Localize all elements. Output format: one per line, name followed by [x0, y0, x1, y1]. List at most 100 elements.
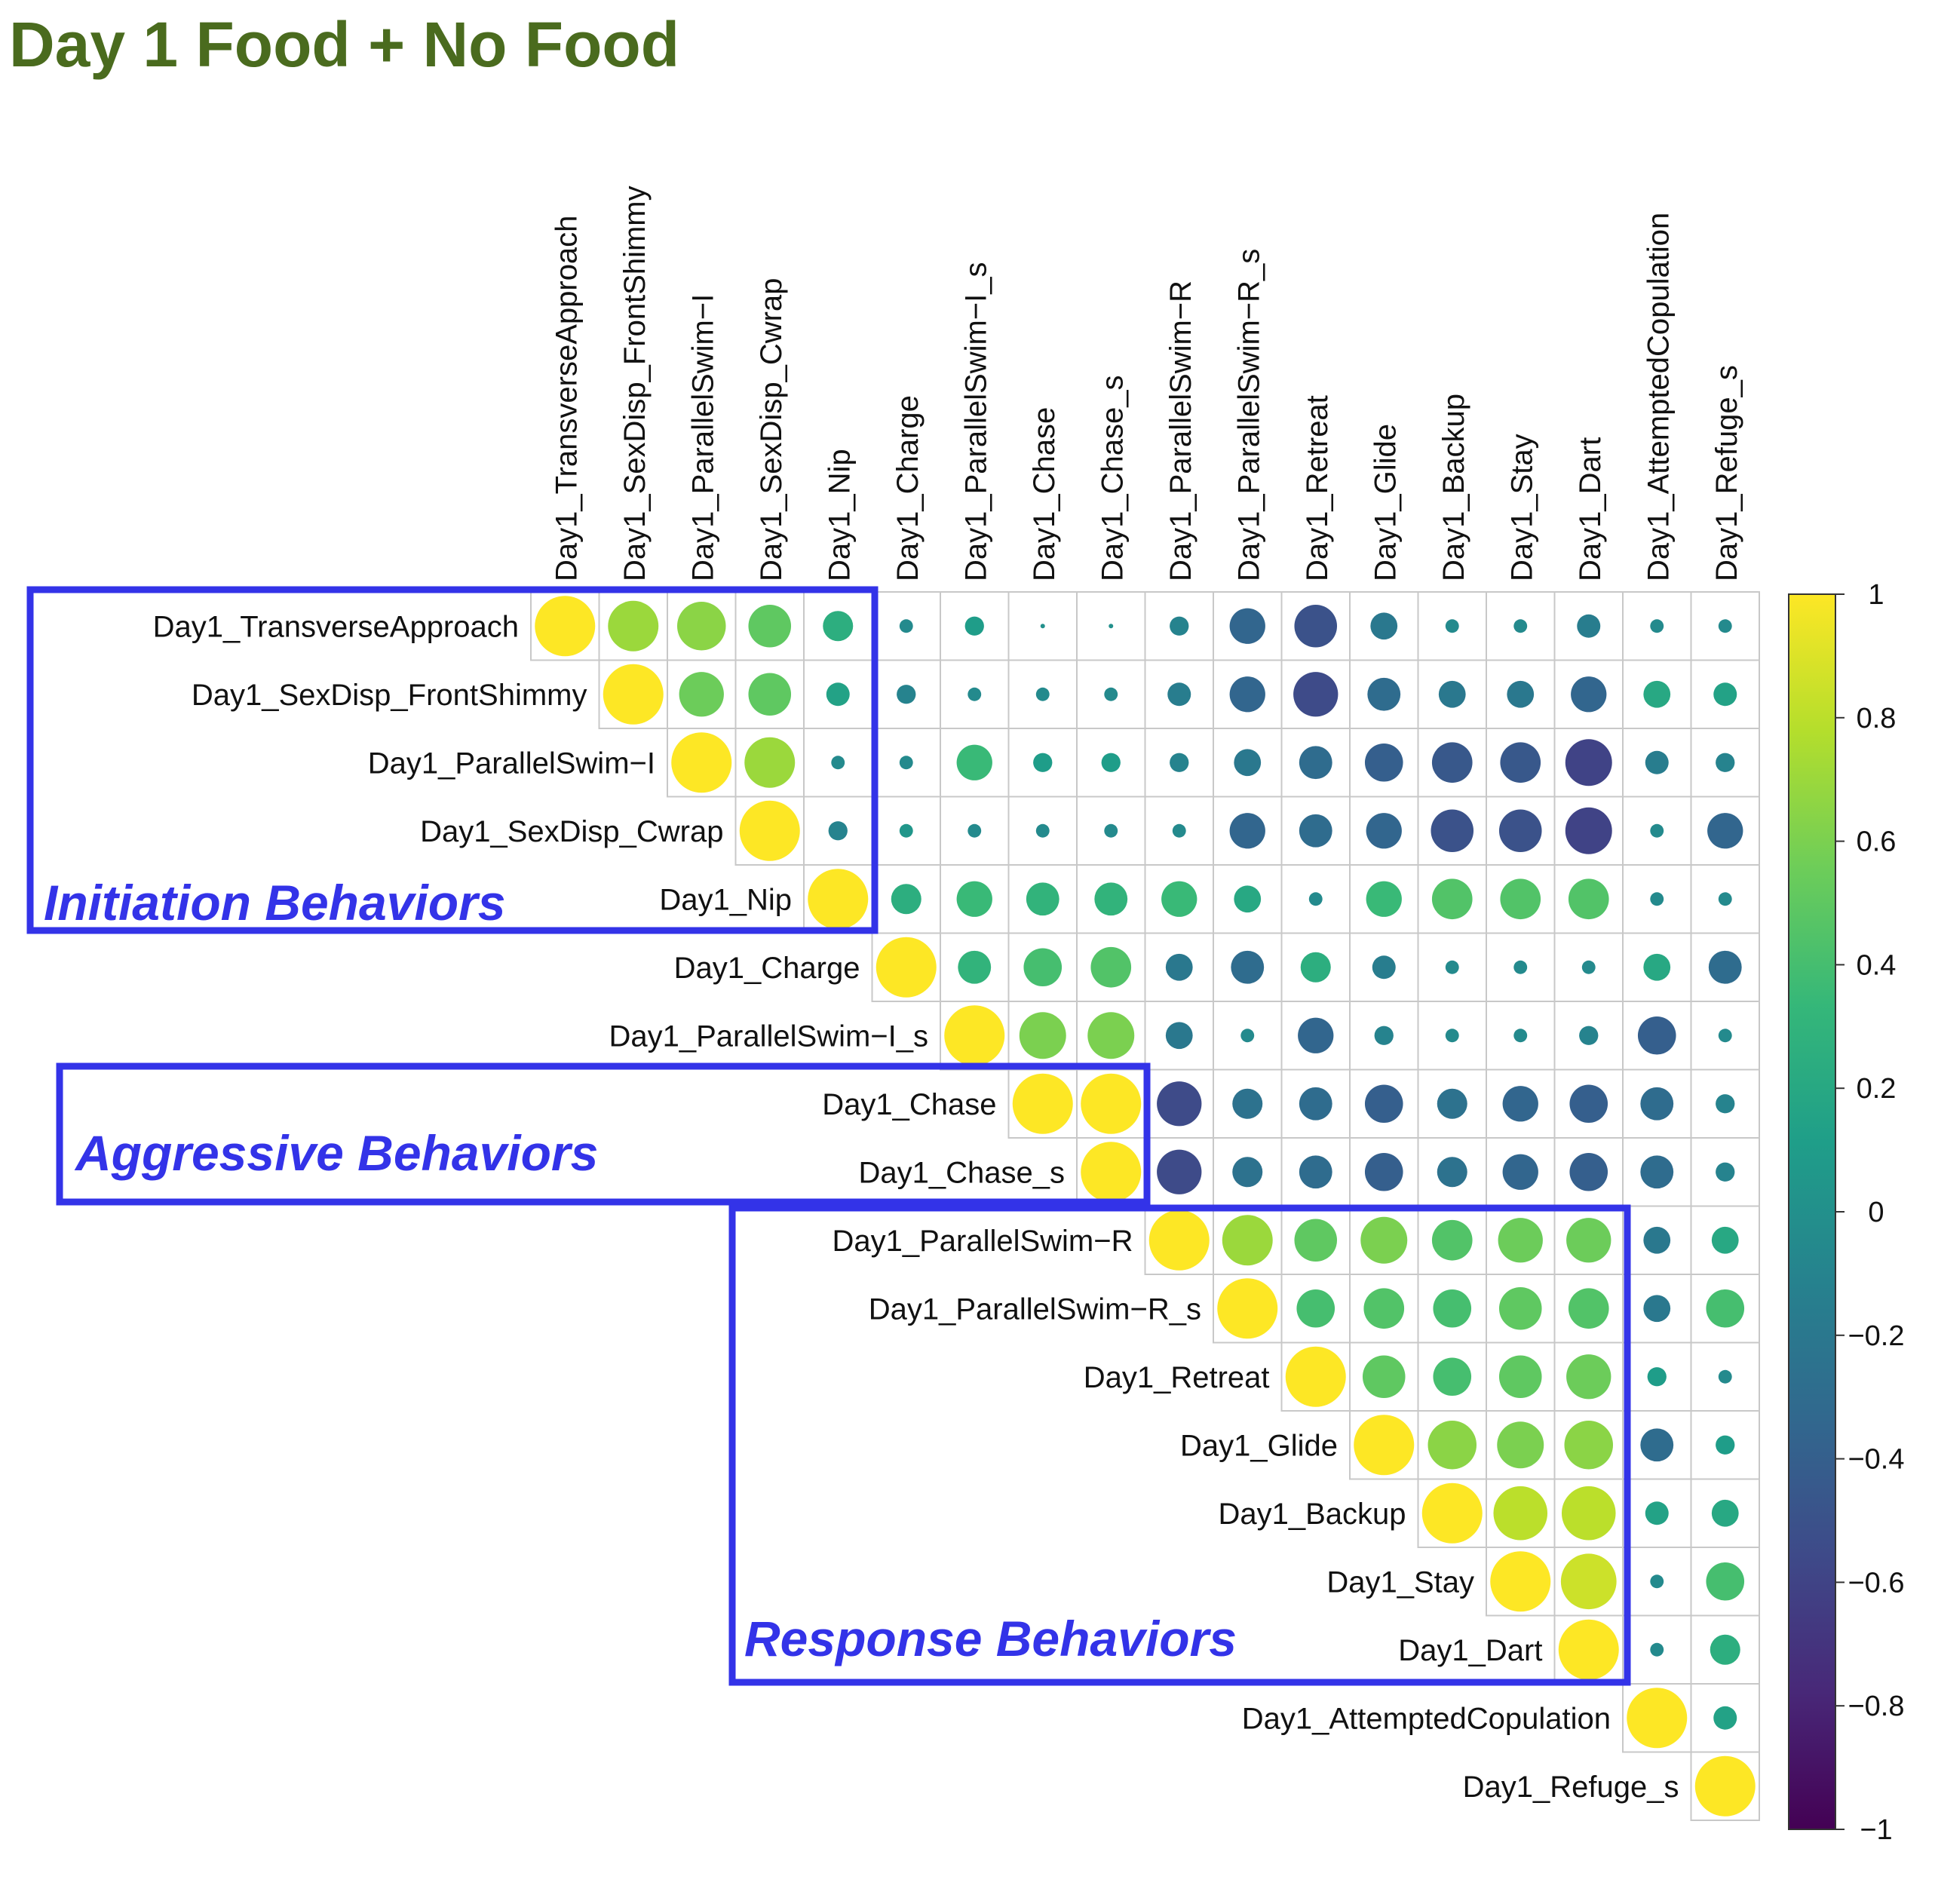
- circle-r6-c16: [1637, 1016, 1676, 1055]
- col-label-day1-parallelswim-i: Day1_ParallelSwim−I: [686, 294, 719, 581]
- circle-r4-c10: [1234, 885, 1262, 913]
- circle-r11-c15: [1566, 1354, 1611, 1400]
- circle-r14-c16: [1650, 1574, 1664, 1589]
- colorbar-tick-label: −0.6: [1848, 1567, 1904, 1599]
- cell-r0-c13: [1417, 591, 1487, 661]
- circle-r9-c15: [1566, 1218, 1611, 1263]
- circle-r2-c2: [671, 732, 732, 793]
- circle-r1-c3: [748, 673, 792, 716]
- row-label-day1-sexdisp-cwrap: Day1_SexDisp_Cwrap: [420, 815, 723, 848]
- circle-r0-c7: [1040, 624, 1045, 629]
- row-label-day1-glide: Day1_Glide: [1180, 1429, 1338, 1462]
- row-label-day1-dart: Day1_Dart: [1398, 1634, 1542, 1667]
- circle-r0-c1: [608, 600, 659, 652]
- circle-r0-c5: [899, 619, 913, 633]
- circle-r8-c12: [1364, 1152, 1403, 1191]
- row-label-day1-parallelswim-r: Day1_ParallelSwim−R: [832, 1225, 1133, 1258]
- circle-r5-c11: [1300, 952, 1331, 983]
- circle-r4-c7: [1026, 882, 1059, 916]
- circle-r4-c8: [1094, 882, 1128, 916]
- circle-r1-c13: [1438, 680, 1466, 708]
- circle-r9-c14: [1498, 1218, 1543, 1263]
- col-label-day1-stay: Day1_Stay: [1505, 434, 1538, 581]
- col-label-day1-parallelswim-r: Day1_ParallelSwim−R: [1164, 281, 1197, 581]
- circle-r7-c17: [1716, 1094, 1735, 1114]
- circle-r8-c9: [1157, 1149, 1202, 1194]
- circle-r6-c15: [1579, 1026, 1599, 1045]
- circle-r5-c17: [1708, 950, 1742, 984]
- circle-r2-c3: [744, 737, 796, 788]
- circle-r5-c6: [958, 950, 992, 984]
- circle-r11-c14: [1498, 1355, 1542, 1399]
- circle-r3-c3: [739, 800, 800, 861]
- circle-r9-c16: [1643, 1226, 1671, 1254]
- circle-r1-c6: [968, 687, 982, 701]
- circle-r9-c11: [1294, 1219, 1338, 1262]
- row-label-day1-retreat: Day1_Retreat: [1084, 1361, 1270, 1394]
- colorbar-tick-label: 0.8: [1857, 703, 1897, 734]
- colorbar-tick-label: −0.2: [1848, 1320, 1904, 1352]
- circle-r5-c15: [1581, 960, 1596, 974]
- circle-r7-c8: [1081, 1073, 1142, 1134]
- circle-r0-c10: [1229, 608, 1265, 644]
- row-label-day1-transverseapproach: Day1_TransverseApproach: [153, 610, 519, 643]
- circle-r6-c14: [1513, 1029, 1528, 1043]
- circle-r4-c4: [808, 869, 869, 930]
- circle-r3-c12: [1366, 813, 1402, 849]
- group-box-response-behaviors: [728, 1204, 1631, 1686]
- circle-r3-c8: [1104, 823, 1118, 838]
- circle-r2-c16: [1645, 750, 1669, 774]
- circle-r10-c13: [1433, 1289, 1472, 1328]
- circle-r0-c4: [823, 611, 854, 642]
- circle-r2-c6: [956, 744, 992, 780]
- circle-r3-c15: [1565, 807, 1612, 854]
- circle-r11-c17: [1718, 1369, 1732, 1384]
- circle-r1-c11: [1293, 672, 1339, 717]
- circle-r1-c5: [897, 685, 916, 704]
- circle-r0-c14: [1513, 619, 1528, 633]
- circle-r12-c13: [1427, 1421, 1477, 1470]
- row-label-day1-chase: Day1_Chase: [822, 1088, 996, 1121]
- circle-r1-c16: [1643, 680, 1671, 708]
- circle-r8-c15: [1569, 1152, 1608, 1191]
- row-label-day1-attemptedcopulation: Day1_AttemptedCopulation: [1242, 1702, 1611, 1735]
- circle-r5-c13: [1445, 960, 1459, 974]
- circle-r2-c10: [1234, 749, 1262, 777]
- circle-r4-c11: [1308, 892, 1323, 906]
- circle-r1-c14: [1507, 680, 1535, 708]
- col-label-day1-nip: Day1_Nip: [823, 449, 856, 581]
- circle-r0-c0: [535, 596, 596, 657]
- circle-r11-c11: [1285, 1346, 1346, 1407]
- circle-r9-c17: [1711, 1226, 1739, 1254]
- circle-r3-c9: [1172, 823, 1186, 838]
- group-label-response-behaviors: Response Behaviors: [744, 1611, 1237, 1666]
- circle-r13-c14: [1493, 1485, 1548, 1541]
- circle-r3-c7: [1035, 823, 1050, 838]
- row-label-day1-nip: Day1_Nip: [659, 883, 792, 916]
- circle-r2-c12: [1364, 743, 1403, 782]
- circle-r8-c16: [1640, 1155, 1674, 1189]
- circle-r7-c12: [1364, 1084, 1403, 1124]
- circle-r12-c15: [1564, 1421, 1613, 1470]
- colorbar-tick-label: 0.2: [1857, 1073, 1897, 1105]
- colorbar-gradient: [1788, 593, 1836, 1830]
- grid-cells: [530, 591, 1760, 1821]
- circle-r6-c10: [1240, 1029, 1255, 1043]
- circle-r7-c9: [1157, 1081, 1202, 1127]
- circle-r6-c13: [1445, 1029, 1459, 1043]
- col-label-day1-charge: Day1_Charge: [891, 395, 925, 581]
- circle-r3-c17: [1707, 813, 1743, 849]
- col-label-day1-attemptedcopulation: Day1_AttemptedCopulation: [1642, 213, 1675, 581]
- circle-r1-c4: [826, 682, 850, 707]
- colorbar-tick-label: −1: [1860, 1814, 1892, 1846]
- circle-r6-c8: [1087, 1012, 1135, 1059]
- circle-r13-c17: [1711, 1499, 1739, 1527]
- col-label-day1-transverseapproach: Day1_TransverseApproach: [550, 216, 583, 581]
- chart-title: Day 1 Food + No Food: [9, 9, 679, 80]
- circle-r4-c12: [1366, 881, 1402, 917]
- circle-r8-c17: [1716, 1162, 1735, 1182]
- group-label-initiation-behaviors: Initiation Behaviors: [44, 875, 505, 931]
- correlation-circles: [535, 596, 1756, 1817]
- circle-r7-c7: [1012, 1073, 1073, 1134]
- circle-r6-c17: [1718, 1029, 1732, 1043]
